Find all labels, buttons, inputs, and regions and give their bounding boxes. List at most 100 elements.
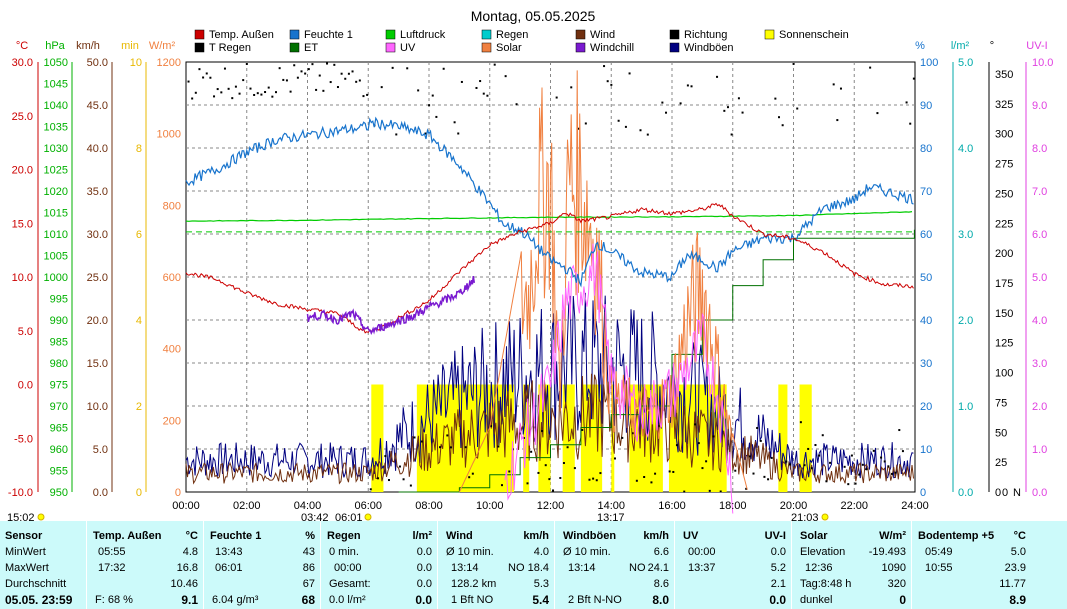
legend-label: Windchill <box>590 42 634 54</box>
y-tick-sunmin: 8 <box>136 143 142 155</box>
direction-dot <box>836 119 839 122</box>
stats-rain-r2-label: 00:00 <box>334 562 362 574</box>
x-axis: 00:00 02:00 04:00 06:00 08:00 10:00 12:00 14:00… <box>172 500 929 512</box>
direction-dot <box>872 449 875 452</box>
legend-label: Windböen <box>684 42 734 54</box>
y-tick-wind: 45.0 <box>87 100 108 112</box>
y-tick-wind: 15.0 <box>87 358 108 370</box>
y-tick-pressure: 990 <box>50 315 68 327</box>
stats-wind-r2: 18.4 <box>527 562 549 574</box>
direction-dot <box>336 86 339 89</box>
direction-dot <box>333 63 336 66</box>
direction-dot <box>668 470 671 473</box>
stats-humidity-max-time: 06:01 <box>215 562 243 574</box>
annotation-noon: 13:17 <box>597 512 625 521</box>
y-tick-rain: 5.0 <box>958 57 973 69</box>
stats-wind-unit: km/h <box>523 530 549 542</box>
y-tick-wind: 35.0 <box>87 186 108 198</box>
y-tick-pressure: 975 <box>50 380 68 392</box>
direction-dot <box>617 119 620 122</box>
y-tick-uv: 0.0 <box>1032 487 1047 499</box>
stats-soil: Bodentemp +5 °C 05:49 5.0 10:55 23.9 11.… <box>911 521 1029 609</box>
y-tick-temp: -5.0 <box>14 433 33 445</box>
direction-dot <box>730 133 733 136</box>
y-tick-pressure: 985 <box>50 337 68 349</box>
direction-dot <box>420 440 423 443</box>
x-tick: 22:00 <box>840 500 868 512</box>
direction-dot <box>213 95 216 98</box>
y-tick-wind: 30.0 <box>87 229 108 241</box>
y-tick-pressure: 1015 <box>44 208 68 220</box>
direction-dot <box>723 109 726 112</box>
legend-swatch <box>481 42 492 53</box>
y-tick-humidity: 70 <box>920 186 932 198</box>
direction-dot <box>267 86 270 89</box>
direction-dot <box>559 476 562 479</box>
y-tick-sunmin: 2 <box>136 401 142 413</box>
direction-dot <box>799 421 802 424</box>
direction-dot <box>905 101 908 104</box>
axis-unit-pressure: hPa <box>45 40 65 52</box>
y-tick-uv: 8.0 <box>1032 143 1047 155</box>
direction-dot <box>686 84 689 87</box>
stats-solar-title: Solar <box>800 530 828 542</box>
direction-dot <box>683 490 686 493</box>
direction-dot <box>774 97 777 100</box>
direction-dot <box>778 116 781 119</box>
y-tick-pressure: 1030 <box>44 143 68 155</box>
direction-dot <box>861 463 864 466</box>
direction-dot <box>854 482 857 485</box>
direction-dot <box>428 104 431 107</box>
axis-unit-solar: W/m² <box>149 40 176 52</box>
y-tick-sunmin: 10 <box>130 57 142 69</box>
y-tick-pressure: 960 <box>50 444 68 456</box>
direction-dot <box>901 450 904 453</box>
x-tick: 12:00 <box>537 500 565 512</box>
direction-dot <box>490 425 493 428</box>
legend-label: T Regen <box>209 42 251 54</box>
stats-soil-min-time: 05:49 <box>925 546 953 558</box>
y-tick-pressure: 955 <box>50 466 68 478</box>
legend-label: Richtung <box>684 29 727 41</box>
stats-wind-foot-label: 1 Bft NO <box>451 594 494 606</box>
axis-unit-direction: ° <box>990 40 994 52</box>
y-tick-temp: 0.0 <box>18 380 33 392</box>
direction-dot <box>282 78 285 81</box>
stats-temp-foot: 9.1 <box>181 593 198 607</box>
stats-temp-avg: 10.46 <box>170 578 198 590</box>
y-tick-wind: 10.0 <box>87 401 108 413</box>
direction-dot <box>712 435 715 438</box>
stats-gust-r2: 24.1 <box>647 562 669 574</box>
y-tick-direction: 350 <box>995 69 1013 81</box>
direction-dot <box>387 479 390 482</box>
stats-wind-foot: 5.4 <box>532 593 549 607</box>
stats-humidity-title: Feuchte 1 <box>210 530 262 542</box>
stats-gust-foot-label: 2 Bft N-NO <box>568 594 622 606</box>
legend-swatch <box>289 42 300 53</box>
direction-dot <box>624 125 627 128</box>
y-tick-humidity: 20 <box>920 401 932 413</box>
direction-dot <box>220 91 223 94</box>
y-tick-pressure: 1010 <box>44 229 68 241</box>
direction-dot <box>285 79 288 82</box>
y-tick-uv: 9.0 <box>1032 100 1047 112</box>
direction-dot <box>847 483 850 486</box>
direction-dot <box>650 481 653 484</box>
y-tick-pressure: 970 <box>50 401 68 413</box>
direction-dot <box>249 87 252 90</box>
direction-dot <box>209 76 212 79</box>
y-tick-pressure: 995 <box>50 294 68 306</box>
direction-dot <box>402 478 405 481</box>
direction-dot <box>442 67 445 70</box>
direction-dot <box>756 426 759 429</box>
direction-dot <box>253 93 256 96</box>
direction-dot <box>679 102 682 105</box>
y-tick-pressure: 1005 <box>44 251 68 263</box>
direction-dot <box>493 63 496 66</box>
direction-dot <box>767 478 770 481</box>
direction-dot <box>384 455 387 458</box>
x-tick: 20:00 <box>780 500 808 512</box>
annotation-mark-1: 03:42 <box>301 512 329 521</box>
stats-rain-unit: l/m² <box>412 530 432 542</box>
